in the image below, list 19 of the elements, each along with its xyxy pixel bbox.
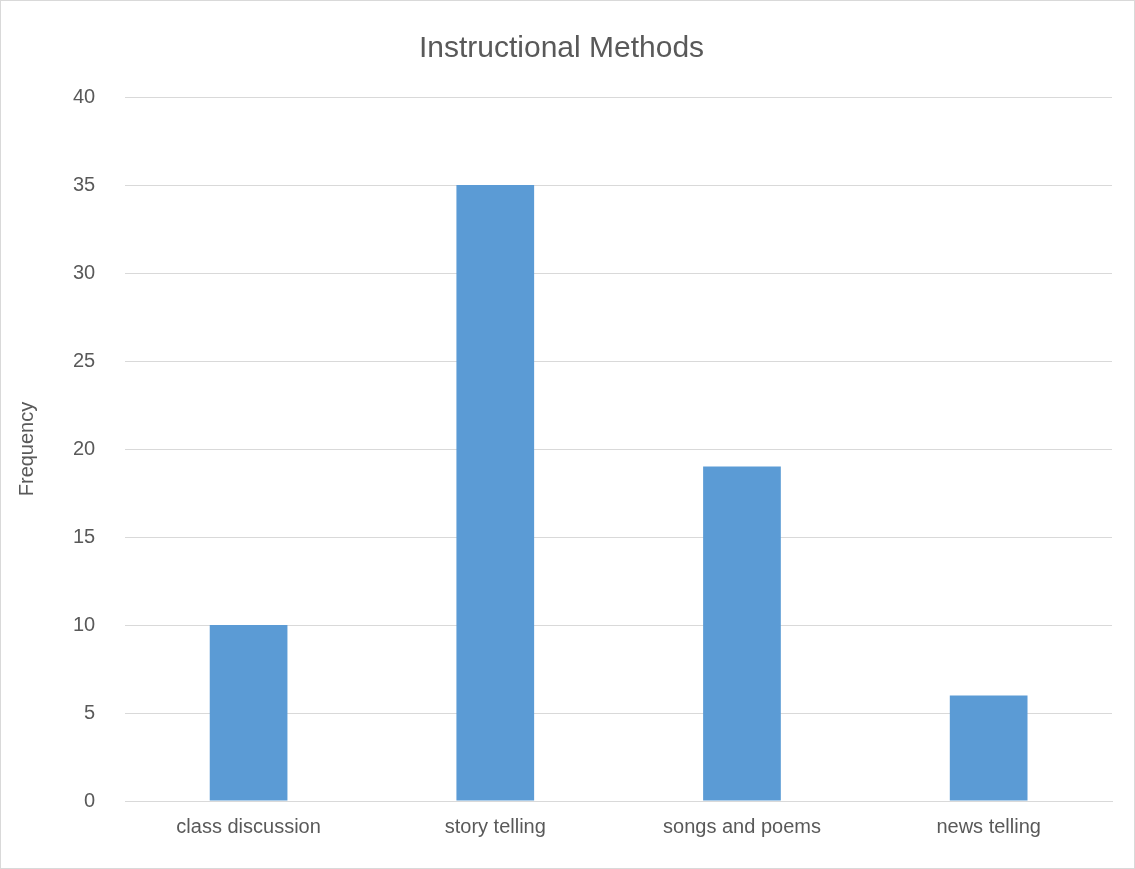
x-tick-label: songs and poems (663, 814, 821, 837)
y-tick-label: 10 (73, 612, 96, 635)
x-tick-label: story telling (444, 814, 546, 837)
bar (456, 185, 535, 801)
y-axis-title: Frequency (14, 401, 37, 497)
y-tick-label: 5 (84, 700, 96, 723)
y-tick-label: 25 (73, 348, 96, 371)
y-tick-label: 30 (73, 260, 96, 283)
y-tick-label: 0 (84, 788, 96, 811)
bar (209, 625, 288, 801)
x-tick-label: news telling (936, 814, 1041, 837)
y-tick-label: 15 (73, 524, 96, 547)
bar (949, 695, 1028, 801)
chart-title: Instructional Methods (418, 30, 705, 64)
y-tick-label: 35 (73, 172, 96, 195)
y-tick-label: 20 (73, 436, 96, 459)
bar (703, 466, 781, 801)
x-tick-label: class discussion (176, 814, 321, 837)
y-tick-label: 40 (73, 84, 96, 107)
